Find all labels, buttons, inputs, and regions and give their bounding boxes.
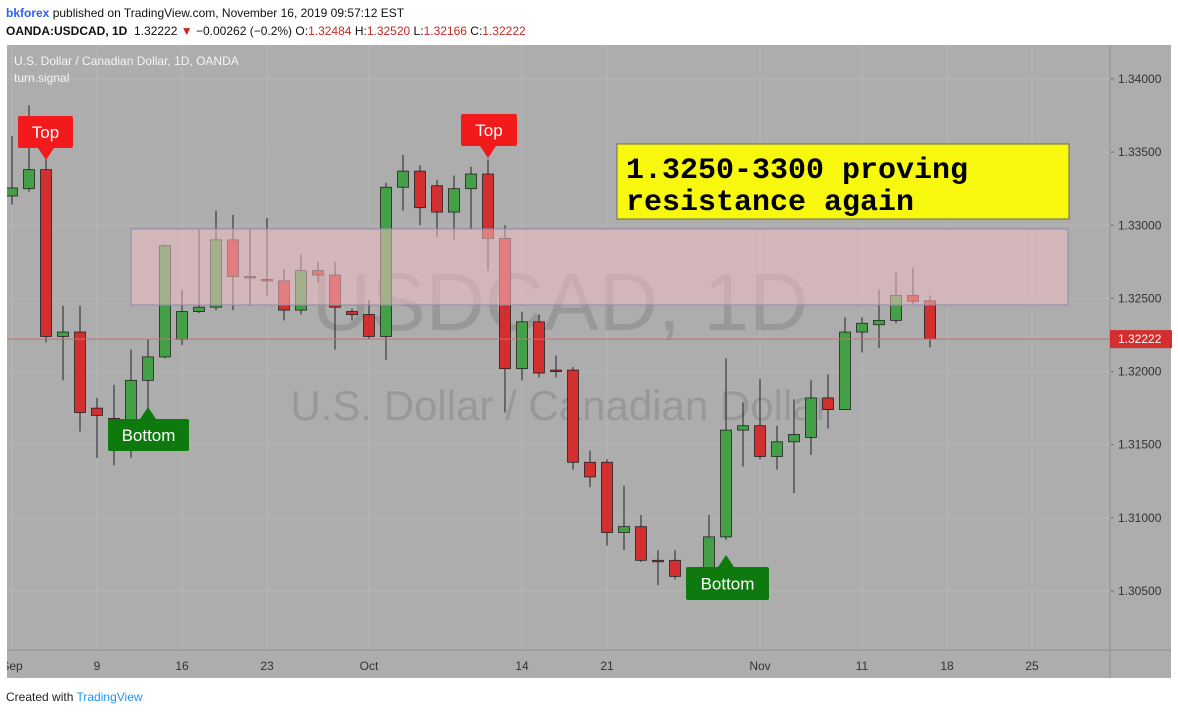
candle-body [618,526,630,533]
indicator-name: turn.signal [14,71,69,85]
candle-body [397,170,409,188]
x-tick-label: 23 [260,659,274,673]
footer-brand[interactable]: TradingView [76,690,143,704]
candle-body [754,425,766,457]
candle-body [7,187,18,197]
signal-label: Bottom [122,426,176,445]
signal-pointer [38,148,54,160]
last-price-label: 1.32222 [1118,332,1162,346]
l-value: 1.32166 [423,24,467,38]
candle-body [805,397,817,438]
x-tick-label: Sep [1,659,23,673]
publish-line: bkforex published on TradingView.com, No… [6,4,526,22]
h-value: 1.32520 [366,24,411,38]
candle-body [550,369,562,373]
signal-pointer [480,146,496,158]
x-tick-label: Oct [360,659,379,673]
candle-body [873,319,885,326]
candle-body [567,369,579,463]
candle-body [142,356,154,381]
candle-body [652,559,664,563]
c-label: C: [470,24,483,38]
candle-body [669,559,681,577]
candle-body [91,407,103,416]
y-tick-label: 1.33500 [1118,145,1162,159]
candle-body [40,169,52,337]
x-tick-label: 9 [94,659,101,673]
candle-body [839,331,851,411]
signal-flag [18,116,73,148]
candle-body [448,188,460,213]
x-tick-label: Nov [749,659,770,673]
candle-body [193,306,205,312]
quote-line: OANDA:USDCAD, 1D 1.32222 ▼ −0.00262 (−0.… [6,22,526,40]
candle-body [788,434,800,443]
y-tick-label: 1.31500 [1118,438,1162,452]
note-box [616,143,1070,220]
candle-body [533,321,545,374]
y-tick-label: 1.30500 [1118,584,1162,598]
watermark-description: U.S. Dollar / Canadian Dollar [290,382,829,429]
candle-body [601,461,613,533]
candle-body [57,331,69,337]
chart: USDCAD, 1D U.S. Dollar / Canadian Dollar… [1,45,1172,678]
candle-body [737,425,749,431]
y-tick-label: 1.33000 [1118,218,1162,232]
candle-body [346,311,358,315]
candle-body [720,429,732,538]
y-tick-label: 1.32000 [1118,365,1162,379]
x-tick-label: 25 [1025,659,1039,673]
author[interactable]: bkforex [6,6,50,20]
signal-label: Top [32,123,59,142]
footer-text: Created with [6,690,74,704]
footer: Created with TradingView [6,690,143,704]
chart-title: U.S. Dollar / Canadian Dollar, 1D, OANDA [14,54,239,68]
candle-body [635,526,647,561]
signal-flag [686,567,769,600]
signal-flag [108,419,189,451]
note-text: 1.3250-3300 proving [626,154,968,188]
o-label: O: [295,24,309,38]
candle-body [465,173,477,190]
x-tick-label: 14 [515,659,529,673]
candle-body [431,185,443,213]
x-tick-label: 16 [175,659,189,673]
resistance-zone [130,228,1069,306]
signal-pointer [140,407,156,419]
signal-label: Top [475,121,502,140]
h-label: H: [354,24,367,38]
signal-label: Bottom [701,575,755,594]
o-value: 1.32484 [308,24,352,38]
candle-body [414,170,426,209]
candle-body [74,331,86,413]
y-tick-label: 1.32500 [1118,291,1162,305]
x-tick-label: 11 [856,659,869,673]
candle-body [584,461,596,478]
candle-body [771,441,783,457]
y-tick-label: 1.34000 [1118,72,1162,86]
header: bkforex published on TradingView.com, No… [6,4,526,40]
candle-body [856,322,868,333]
candle-body [363,314,375,337]
signal-flag [461,114,517,146]
candle-body [924,300,936,340]
quote-last: 1.32222 [134,24,178,38]
quote-change: −0.00262 (−0.2%) [195,24,293,38]
x-tick-label: 18 [940,659,954,673]
c-value: 1.32222 [482,24,526,38]
symbol: OANDA:USDCAD, 1D [6,24,128,38]
publish-info: published on TradingView.com, November 1… [52,6,405,20]
candle-body [822,397,834,411]
y-tick-label: 1.31000 [1118,511,1162,525]
candle-body [516,321,528,370]
quote-arrow: ▼ [180,24,193,38]
last-price-badge [1110,330,1172,349]
signal-pointer [718,555,734,567]
note-text: resistance again [626,186,914,220]
l-label: L: [413,24,424,38]
x-tick-label: 21 [600,659,614,673]
candle-body [23,169,35,190]
candle-body [176,311,188,340]
